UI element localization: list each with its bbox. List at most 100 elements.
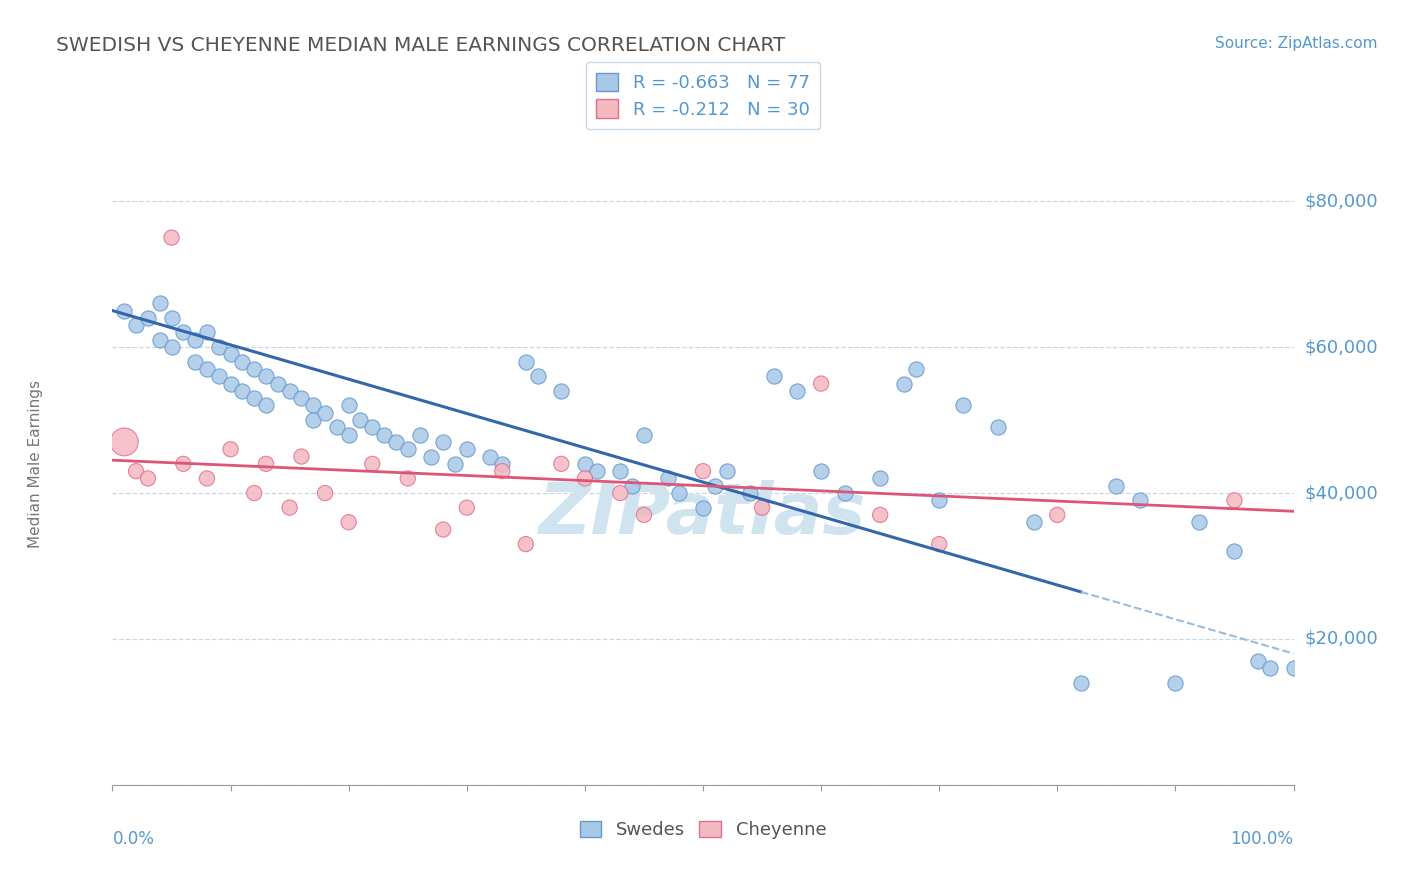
Point	[195, 362, 218, 376]
Point	[1223, 544, 1246, 558]
Point	[302, 413, 325, 427]
Point	[254, 369, 277, 384]
Point	[550, 384, 572, 398]
Point	[290, 450, 312, 464]
Text: $80,000: $80,000	[1305, 192, 1378, 211]
Point	[112, 303, 135, 318]
Point	[491, 464, 513, 478]
Point	[278, 384, 301, 398]
Point	[160, 310, 183, 325]
Point	[254, 399, 277, 413]
Point	[633, 427, 655, 442]
Point	[515, 537, 537, 551]
Point	[1247, 654, 1270, 668]
Point	[633, 508, 655, 522]
Point	[420, 450, 443, 464]
Text: $20,000: $20,000	[1305, 630, 1378, 648]
Point	[1282, 661, 1305, 675]
Point	[1022, 515, 1045, 529]
Point	[314, 486, 336, 500]
Point	[278, 500, 301, 515]
Point	[231, 384, 253, 398]
Point	[160, 340, 183, 354]
Point	[172, 326, 194, 340]
Point	[703, 479, 725, 493]
Point	[893, 376, 915, 391]
Point	[337, 427, 360, 442]
Point	[1223, 493, 1246, 508]
Point	[1070, 675, 1092, 690]
Point	[125, 464, 148, 478]
Point	[184, 354, 207, 368]
Point	[243, 362, 266, 376]
Point	[208, 340, 231, 354]
Point	[231, 354, 253, 368]
Point	[112, 434, 135, 449]
Point	[136, 310, 159, 325]
Point	[243, 391, 266, 405]
Point	[337, 515, 360, 529]
Point	[740, 486, 762, 500]
Point	[432, 523, 454, 537]
Point	[987, 420, 1010, 434]
Text: Source: ZipAtlas.com: Source: ZipAtlas.com	[1215, 36, 1378, 51]
Point	[657, 471, 679, 485]
Point	[408, 427, 430, 442]
Point	[834, 486, 856, 500]
Legend: Swedes, Cheyenne: Swedes, Cheyenne	[572, 814, 834, 847]
Point	[208, 369, 231, 384]
Point	[1258, 661, 1281, 675]
Point	[692, 500, 714, 515]
Point	[456, 442, 478, 457]
Point	[396, 471, 419, 485]
Point	[609, 464, 631, 478]
Point	[762, 369, 785, 384]
Point	[195, 471, 218, 485]
Point	[952, 399, 974, 413]
Point	[373, 427, 395, 442]
Point	[1129, 493, 1152, 508]
Point	[349, 413, 371, 427]
Point	[585, 464, 607, 478]
Point	[1188, 515, 1211, 529]
Point	[621, 479, 644, 493]
Point	[361, 420, 384, 434]
Point	[219, 376, 242, 391]
Text: 100.0%: 100.0%	[1230, 830, 1294, 848]
Point	[609, 486, 631, 500]
Point	[904, 362, 927, 376]
Text: Median Male Earnings: Median Male Earnings	[28, 380, 44, 548]
Point	[526, 369, 548, 384]
Point	[928, 537, 950, 551]
Point	[550, 457, 572, 471]
Point	[574, 457, 596, 471]
Point	[160, 230, 183, 244]
Point	[385, 434, 408, 449]
Point	[692, 464, 714, 478]
Point	[254, 457, 277, 471]
Point	[1046, 508, 1069, 522]
Point	[668, 486, 690, 500]
Point	[751, 500, 773, 515]
Text: $40,000: $40,000	[1305, 484, 1378, 502]
Point	[491, 457, 513, 471]
Point	[219, 442, 242, 457]
Point	[361, 457, 384, 471]
Point	[149, 333, 172, 347]
Point	[716, 464, 738, 478]
Point	[479, 450, 502, 464]
Point	[302, 399, 325, 413]
Point	[125, 318, 148, 333]
Point	[810, 464, 832, 478]
Point	[1105, 479, 1128, 493]
Point	[928, 493, 950, 508]
Point	[195, 326, 218, 340]
Point	[290, 391, 312, 405]
Point	[574, 471, 596, 485]
Point	[243, 486, 266, 500]
Point	[432, 434, 454, 449]
Point	[810, 376, 832, 391]
Point	[314, 406, 336, 420]
Point	[1164, 675, 1187, 690]
Point	[149, 296, 172, 310]
